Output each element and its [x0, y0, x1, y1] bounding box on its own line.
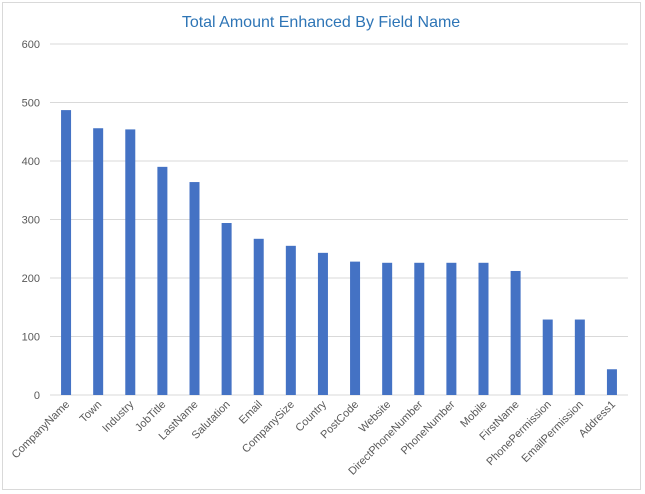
bar-emailpermission	[574, 319, 585, 395]
gridlines	[50, 43, 628, 396]
bar-companysize	[285, 245, 296, 395]
bar-directphonenumber	[414, 262, 425, 395]
y-tick-label: 300	[22, 215, 40, 227]
bar-website	[382, 262, 393, 395]
bar-town	[93, 128, 104, 396]
x-tick-label: CompanyName	[10, 399, 73, 462]
bar-salutation	[221, 223, 232, 395]
y-tick-label: 200	[22, 273, 40, 285]
bar-jobtitle	[157, 166, 168, 395]
x-tick-label: Email	[237, 399, 265, 427]
bar-mobile	[478, 262, 489, 395]
bar-country	[317, 252, 328, 395]
bar-firstname	[510, 270, 521, 395]
x-axis-ticks: CompanyName TownIndustryJobTitleLastNameS…	[10, 398, 618, 477]
y-axis-ticks: 0 100 200 300 400 500 600	[22, 39, 40, 402]
x-tick-label: Mobile	[458, 399, 489, 430]
bar-postcode	[350, 261, 361, 395]
chart-frame	[2, 2, 641, 490]
bars	[61, 110, 617, 396]
bar-lastname	[189, 182, 200, 395]
y-tick-label: 600	[22, 39, 40, 51]
bar-phonenumber	[446, 262, 457, 395]
y-tick-label: 0	[34, 390, 40, 402]
y-tick-label: 500	[22, 98, 40, 110]
y-tick-label: 400	[22, 156, 40, 168]
x-tick-label: Industry	[100, 398, 137, 435]
bar-phonepermission	[542, 319, 553, 395]
bar-address1	[606, 369, 617, 395]
chart-title: Total Amount Enhanced By Field Name	[182, 14, 460, 31]
x-tick-label: Town	[78, 399, 105, 426]
y-tick-label: 100	[22, 332, 40, 344]
bar-companyname	[61, 110, 72, 395]
bar-email	[253, 238, 264, 395]
bar-industry	[125, 129, 136, 395]
